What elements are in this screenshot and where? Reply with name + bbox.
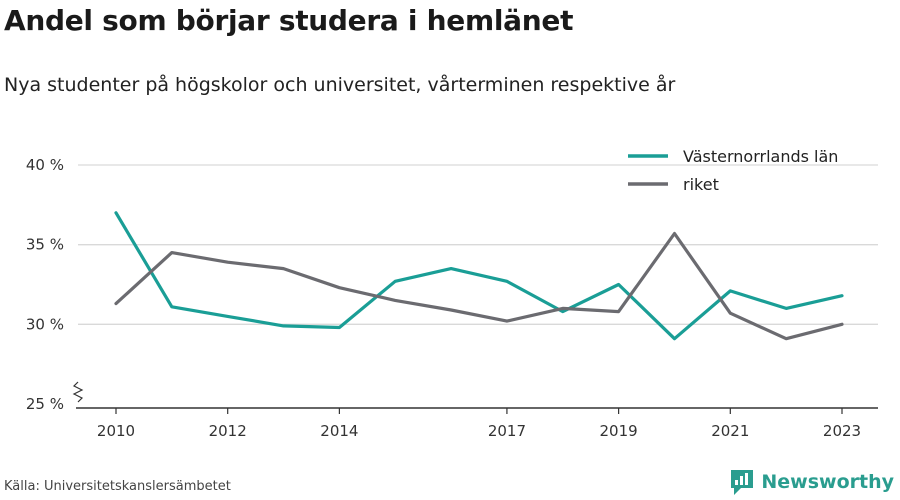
legend-label: riket: [683, 175, 719, 194]
chart-title: Andel som börjar studera i hemlänet: [4, 4, 574, 37]
x-tick-label: 2017: [488, 422, 526, 440]
x-tick-label: 2021: [711, 422, 749, 440]
x-axis: 2010 2012 2014 2017 2019 2021 2023: [76, 407, 878, 440]
x-tick-label: 2010: [97, 422, 135, 440]
series-line: [114, 231, 844, 341]
y-tick-label: 30 %: [26, 315, 64, 333]
y-axis-ticks: 25 % 30 % 35 % 40 %: [26, 156, 84, 413]
series-lines: [114, 211, 844, 341]
legend-label: Västernorrlands län: [683, 147, 838, 166]
x-tick-label: 2019: [600, 422, 638, 440]
y-tick-label: 35 %: [26, 236, 64, 254]
x-tick-label: 2023: [823, 422, 861, 440]
newsworthy-logo-icon: [731, 470, 754, 495]
brand-logo: Newsworthy: [729, 468, 894, 496]
x-tick-label: 2012: [209, 422, 247, 440]
source-note: Källa: Universitetskanslersämbetet: [4, 479, 231, 494]
axis-break-icon: [72, 381, 84, 403]
legend: Västernorrlands län riket: [628, 147, 838, 194]
brand-name: Newsworthy: [761, 471, 894, 493]
y-tick-label: 40 %: [26, 156, 64, 174]
x-tick-label: 2014: [320, 422, 358, 440]
chart-subtitle: Nya studenter på högskolor och universit…: [4, 74, 676, 96]
grid-lines: [78, 164, 878, 325]
y-tick-label: 25 %: [26, 395, 64, 413]
line-chart: 25 % 30 % 35 % 40 % 2010 2012 2014 2017 2019 202…: [26, 147, 878, 440]
series-line: [114, 211, 844, 341]
